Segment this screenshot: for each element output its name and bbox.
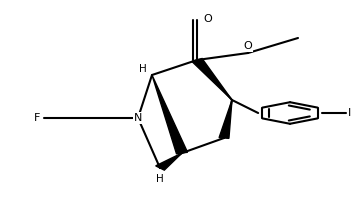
Text: H: H [156, 174, 164, 184]
Text: N: N [134, 113, 142, 123]
Text: F: F [33, 113, 40, 123]
Polygon shape [152, 75, 188, 154]
Text: H: H [139, 64, 147, 74]
Text: O: O [244, 41, 252, 52]
Polygon shape [192, 59, 232, 100]
Text: I: I [348, 108, 351, 118]
Polygon shape [156, 153, 182, 170]
Polygon shape [219, 100, 232, 138]
Text: O: O [203, 14, 212, 24]
